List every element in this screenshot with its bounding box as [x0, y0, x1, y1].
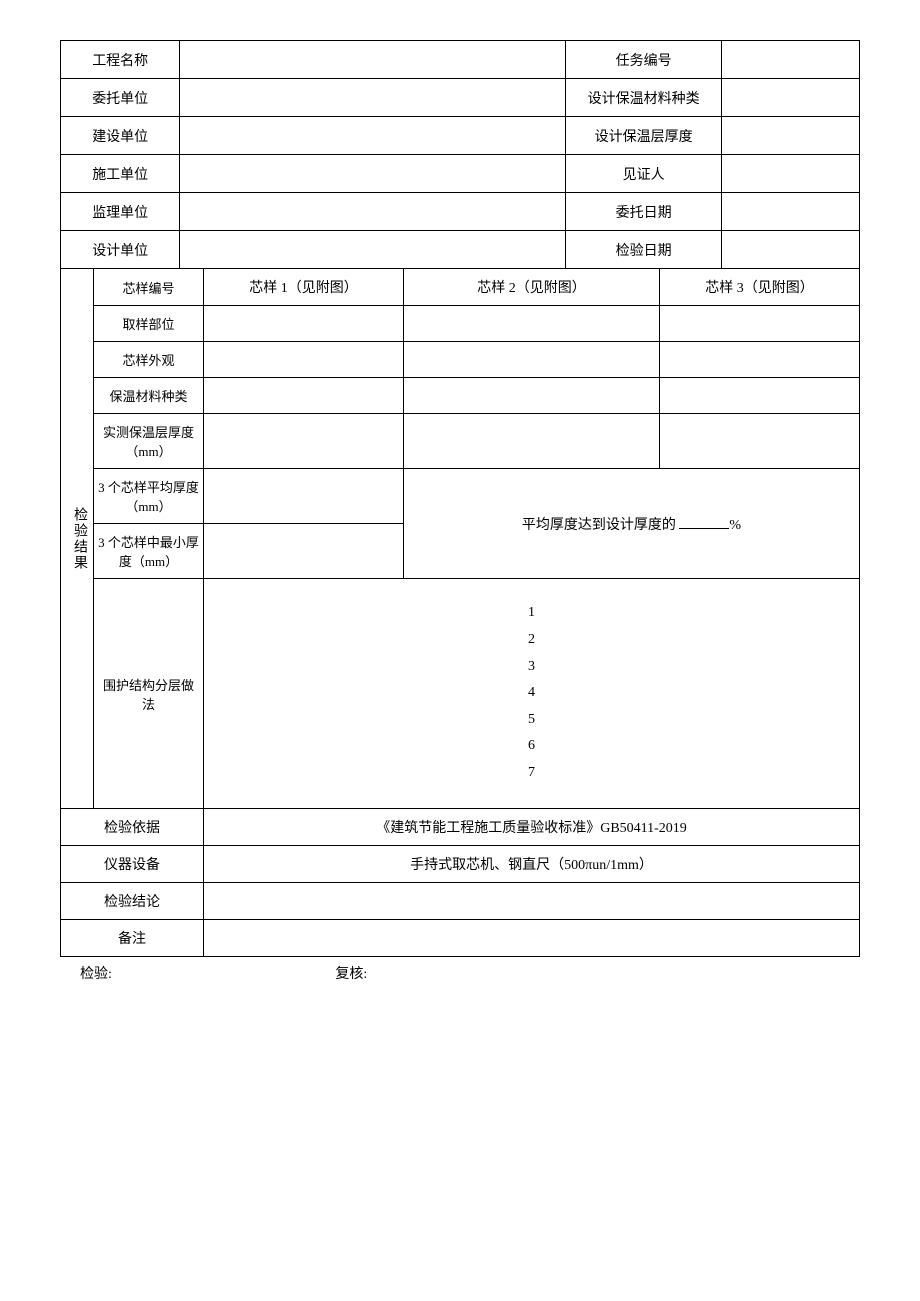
design-insulation-thickness-label: 设计保温层厚度	[566, 117, 722, 155]
measured-thickness-2	[404, 414, 660, 469]
header-info-table: 工程名称 任务编号 委托单位 设计保温材料种类 建设单位 设计保温层厚度 施工单…	[60, 40, 860, 269]
core-no-label: 芯样编号	[94, 269, 204, 306]
avg-thickness-label: 3 个芯样平均厚度（mm）	[94, 469, 204, 524]
remarks-label: 备注	[61, 920, 204, 957]
design-insulation-type-value	[722, 79, 860, 117]
sampling-position-3	[660, 306, 860, 342]
min-thickness-label: 3 个芯样中最小厚度（mm）	[94, 524, 204, 579]
construction-owner-label: 建设单位	[61, 117, 180, 155]
layer-line-5: 5	[208, 707, 855, 734]
equipment-label: 仪器设备	[61, 846, 204, 883]
client-unit-value	[180, 79, 566, 117]
insulation-type-1	[204, 378, 404, 414]
design-insulation-thickness-value	[722, 117, 860, 155]
core-appearance-3	[660, 342, 860, 378]
equipment-value: 手持式取芯机、钢直尺（500πun/1mm）	[204, 846, 860, 883]
design-insulation-type-label: 设计保温材料种类	[566, 79, 722, 117]
client-unit-label: 委托单位	[61, 79, 180, 117]
witness-label: 见证人	[566, 155, 722, 193]
core1-header: 芯样 1（见附图）	[204, 269, 404, 306]
basis-value: 《建筑节能工程施工质量验收标准》GB50411-2019	[204, 809, 860, 846]
signature-row: 检验: 复核:	[60, 963, 860, 983]
core2-header: 芯样 2（见附图）	[404, 269, 660, 306]
inspection-date-label: 检验日期	[566, 231, 722, 269]
measured-thickness-label: 实测保温层厚度（mm）	[94, 414, 204, 469]
section-title-vertical: 检验结果	[61, 269, 94, 809]
project-name-value	[180, 41, 566, 79]
insulation-type-row-label: 保温材料种类	[94, 378, 204, 414]
avg-thickness-value	[204, 469, 404, 524]
contractor-label: 施工单位	[61, 155, 180, 193]
core3-header: 芯样 3（见附图）	[660, 269, 860, 306]
measured-thickness-1	[204, 414, 404, 469]
task-no-value	[722, 41, 860, 79]
construction-owner-value	[180, 117, 566, 155]
inspection-date-value	[722, 231, 860, 269]
layer-line-1: 1	[208, 600, 855, 627]
sampling-position-1	[204, 306, 404, 342]
layer-line-2: 2	[208, 627, 855, 654]
layer-line-7: 7	[208, 760, 855, 787]
contractor-value	[180, 155, 566, 193]
core-appearance-label: 芯样外观	[94, 342, 204, 378]
measured-thickness-3	[660, 414, 860, 469]
layer-method-content: 1 2 3 4 5 6 7	[204, 579, 860, 809]
design-unit-label: 设计单位	[61, 231, 180, 269]
layer-line-3: 3	[208, 654, 855, 681]
insulation-type-2	[404, 378, 660, 414]
avg-note-suffix: %	[729, 518, 741, 533]
insulation-type-3	[660, 378, 860, 414]
supervisor-value	[180, 193, 566, 231]
project-name-label: 工程名称	[61, 41, 180, 79]
entrust-date-value	[722, 193, 860, 231]
layer-method-label: 围护结构分层做法	[94, 579, 204, 809]
witness-value	[722, 155, 860, 193]
inspection-results-table: 检验结果 芯样编号 芯样 1（见附图） 芯样 2（见附图） 芯样 3（见附图） …	[60, 269, 860, 957]
avg-note-prefix: 平均厚度达到设计厚度的	[522, 518, 680, 533]
min-thickness-value	[204, 524, 404, 579]
sampling-position-2	[404, 306, 660, 342]
avg-percentage-note: 平均厚度达到设计厚度的 %	[404, 469, 860, 579]
core-appearance-1	[204, 342, 404, 378]
sampling-position-label: 取样部位	[94, 306, 204, 342]
review-signature-label: 复核:	[335, 963, 367, 983]
design-unit-value	[180, 231, 566, 269]
basis-label: 检验依据	[61, 809, 204, 846]
layer-line-4: 4	[208, 680, 855, 707]
layer-line-6: 6	[208, 733, 855, 760]
supervisor-label: 监理单位	[61, 193, 180, 231]
inspect-signature-label: 检验:	[80, 963, 112, 983]
conclusion-label: 检验结论	[61, 883, 204, 920]
avg-note-blank	[679, 515, 729, 529]
task-no-label: 任务编号	[566, 41, 722, 79]
conclusion-value	[204, 883, 860, 920]
entrust-date-label: 委托日期	[566, 193, 722, 231]
remarks-value	[204, 920, 860, 957]
core-appearance-2	[404, 342, 660, 378]
